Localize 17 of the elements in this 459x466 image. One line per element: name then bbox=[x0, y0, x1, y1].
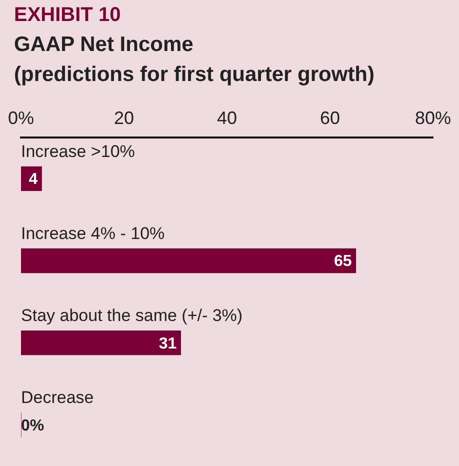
data-label: 65 bbox=[334, 253, 352, 270]
y-tick-label: Decrease bbox=[21, 388, 94, 408]
y-tick-label: Stay about the same (+/- 3%) bbox=[21, 306, 243, 326]
chart-subtitle: EXHIBIT 10 bbox=[14, 4, 121, 27]
x-tick-label: 80% bbox=[414, 108, 451, 128]
y-tick-label: Increase 4% - 10% bbox=[21, 224, 165, 243]
bar bbox=[21, 330, 181, 356]
x-tick-label: 60 bbox=[320, 108, 340, 128]
x-tick-label: 40 bbox=[216, 108, 238, 128]
x-tick-label: 20 bbox=[114, 108, 134, 128]
bar bbox=[21, 248, 356, 274]
data-label: 0% bbox=[21, 417, 44, 434]
data-label: 31 bbox=[158, 335, 177, 352]
x-tick-label: 0% bbox=[8, 108, 34, 128]
chart-title: GAAP Net Income (predictions for first quarter growth) bbox=[14, 32, 375, 88]
data-label: 4 bbox=[28, 171, 38, 188]
y-tick-label: Increase >10% bbox=[21, 142, 135, 161]
